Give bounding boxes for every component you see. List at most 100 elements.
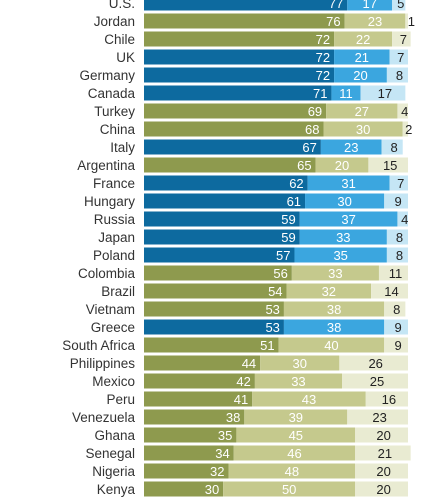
chart-row: Philippines 44 30 26 (70, 355, 408, 371)
bar-segment (144, 247, 295, 263)
bar-segment (386, 247, 408, 263)
value-label: 14 (384, 284, 398, 299)
bar-segment (144, 0, 348, 11)
category-label: Hungary (84, 194, 135, 209)
bar-segment (342, 373, 408, 389)
bar-segment (144, 13, 345, 29)
value-label: 69 (308, 104, 322, 119)
value-label: 22 (356, 32, 370, 47)
bar-segment (320, 139, 382, 155)
value-label: 8 (391, 140, 398, 155)
value-label: 65 (297, 158, 311, 173)
category-label: Russia (94, 212, 136, 227)
category-label: U.S. (109, 0, 135, 11)
value-label: 40 (324, 338, 338, 353)
value-label: 45 (289, 428, 303, 443)
value-label: 20 (353, 68, 367, 83)
value-label: 76 (326, 14, 340, 29)
value-label: 27 (355, 104, 369, 119)
value-label: 48 (285, 464, 299, 479)
chart-row: U.S. 77 17 5 (109, 0, 406, 11)
chart-row: Peru 41 43 16 (106, 391, 408, 407)
chart-row: Senegal 34 46 21 (85, 445, 411, 461)
category-label: Nigeria (92, 464, 135, 479)
value-label: 4 (401, 104, 408, 119)
value-label: 72 (316, 50, 330, 65)
value-label: 54 (268, 284, 282, 299)
bar-segment (144, 463, 229, 479)
category-label: Greece (91, 320, 135, 335)
chart-row: France 62 31 7 (93, 175, 408, 191)
chart-row: China 68 30 2 (100, 121, 412, 137)
value-label: 30 (356, 122, 370, 137)
category-label: Chile (104, 32, 135, 47)
bar-segment (291, 265, 379, 281)
chart-row: Turkey 69 27 4 (94, 103, 408, 119)
value-label: 68 (305, 122, 319, 137)
value-label: 26 (368, 356, 382, 371)
bar-segment (384, 337, 408, 353)
bar-segment (381, 139, 403, 155)
bar-segment (344, 13, 406, 29)
chart-row: Chile 72 22 7 (104, 31, 411, 47)
category-label: UK (116, 50, 135, 65)
value-label: 59 (281, 230, 295, 245)
category-label: Canada (88, 86, 136, 101)
bar-segment (378, 265, 408, 281)
bar-segment (339, 355, 408, 371)
bar-segment (384, 301, 406, 317)
value-label: 39 (289, 410, 303, 425)
value-label: 77 (329, 0, 343, 11)
bar-segment (144, 121, 324, 137)
value-label: 38 (327, 320, 341, 335)
value-label: 17 (362, 0, 376, 11)
bar-segment (294, 247, 387, 263)
category-label: Philippines (70, 356, 136, 371)
category-label: Mexico (92, 374, 135, 389)
bar-segment (386, 67, 408, 83)
chart-row: Mexico 42 33 25 (92, 373, 408, 389)
bar-segment (144, 355, 261, 371)
value-label: 1 (408, 14, 415, 29)
category-label: Poland (93, 248, 135, 263)
bar-segment (397, 103, 408, 119)
bar-segment (144, 157, 316, 173)
value-label: 23 (372, 410, 386, 425)
category-label: Senegal (85, 446, 135, 461)
category-label: Argentina (77, 158, 135, 173)
value-label: 35 (218, 428, 232, 443)
value-label: 72 (316, 32, 330, 47)
value-label: 38 (327, 302, 341, 317)
chart-row: Kenya 30 50 20 (97, 481, 408, 497)
value-label: 8 (396, 230, 403, 245)
chart-row: Russia 59 37 4 (94, 211, 408, 227)
bar-segment (392, 31, 411, 47)
value-label: 34 (215, 446, 229, 461)
value-label: 32 (322, 284, 336, 299)
value-label: 11 (389, 266, 403, 281)
bar-segment (144, 103, 327, 119)
bar-segment (365, 391, 408, 407)
bar-segment (315, 157, 369, 173)
value-label: 8 (396, 68, 403, 83)
bar-segment (334, 67, 387, 83)
value-label: 4 (401, 212, 408, 227)
category-label: China (100, 122, 136, 137)
value-label: 61 (287, 194, 301, 209)
bar-segment (371, 283, 408, 299)
bar-segment (355, 463, 408, 479)
bar-segment (233, 445, 356, 461)
bar-segment (144, 85, 332, 101)
value-label: 25 (370, 374, 384, 389)
chart-row: Greece 53 38 9 (91, 319, 408, 335)
chart-row: Hungary 61 30 9 (84, 193, 408, 209)
chart-row: Vietnam 53 38 8 (86, 301, 406, 317)
bar-segment (144, 481, 224, 497)
bar-segment (144, 175, 308, 191)
category-label: Germany (79, 68, 135, 83)
value-label: 33 (336, 230, 350, 245)
value-label: 17 (378, 86, 392, 101)
bar-segment (347, 0, 393, 11)
value-label: 62 (289, 176, 303, 191)
